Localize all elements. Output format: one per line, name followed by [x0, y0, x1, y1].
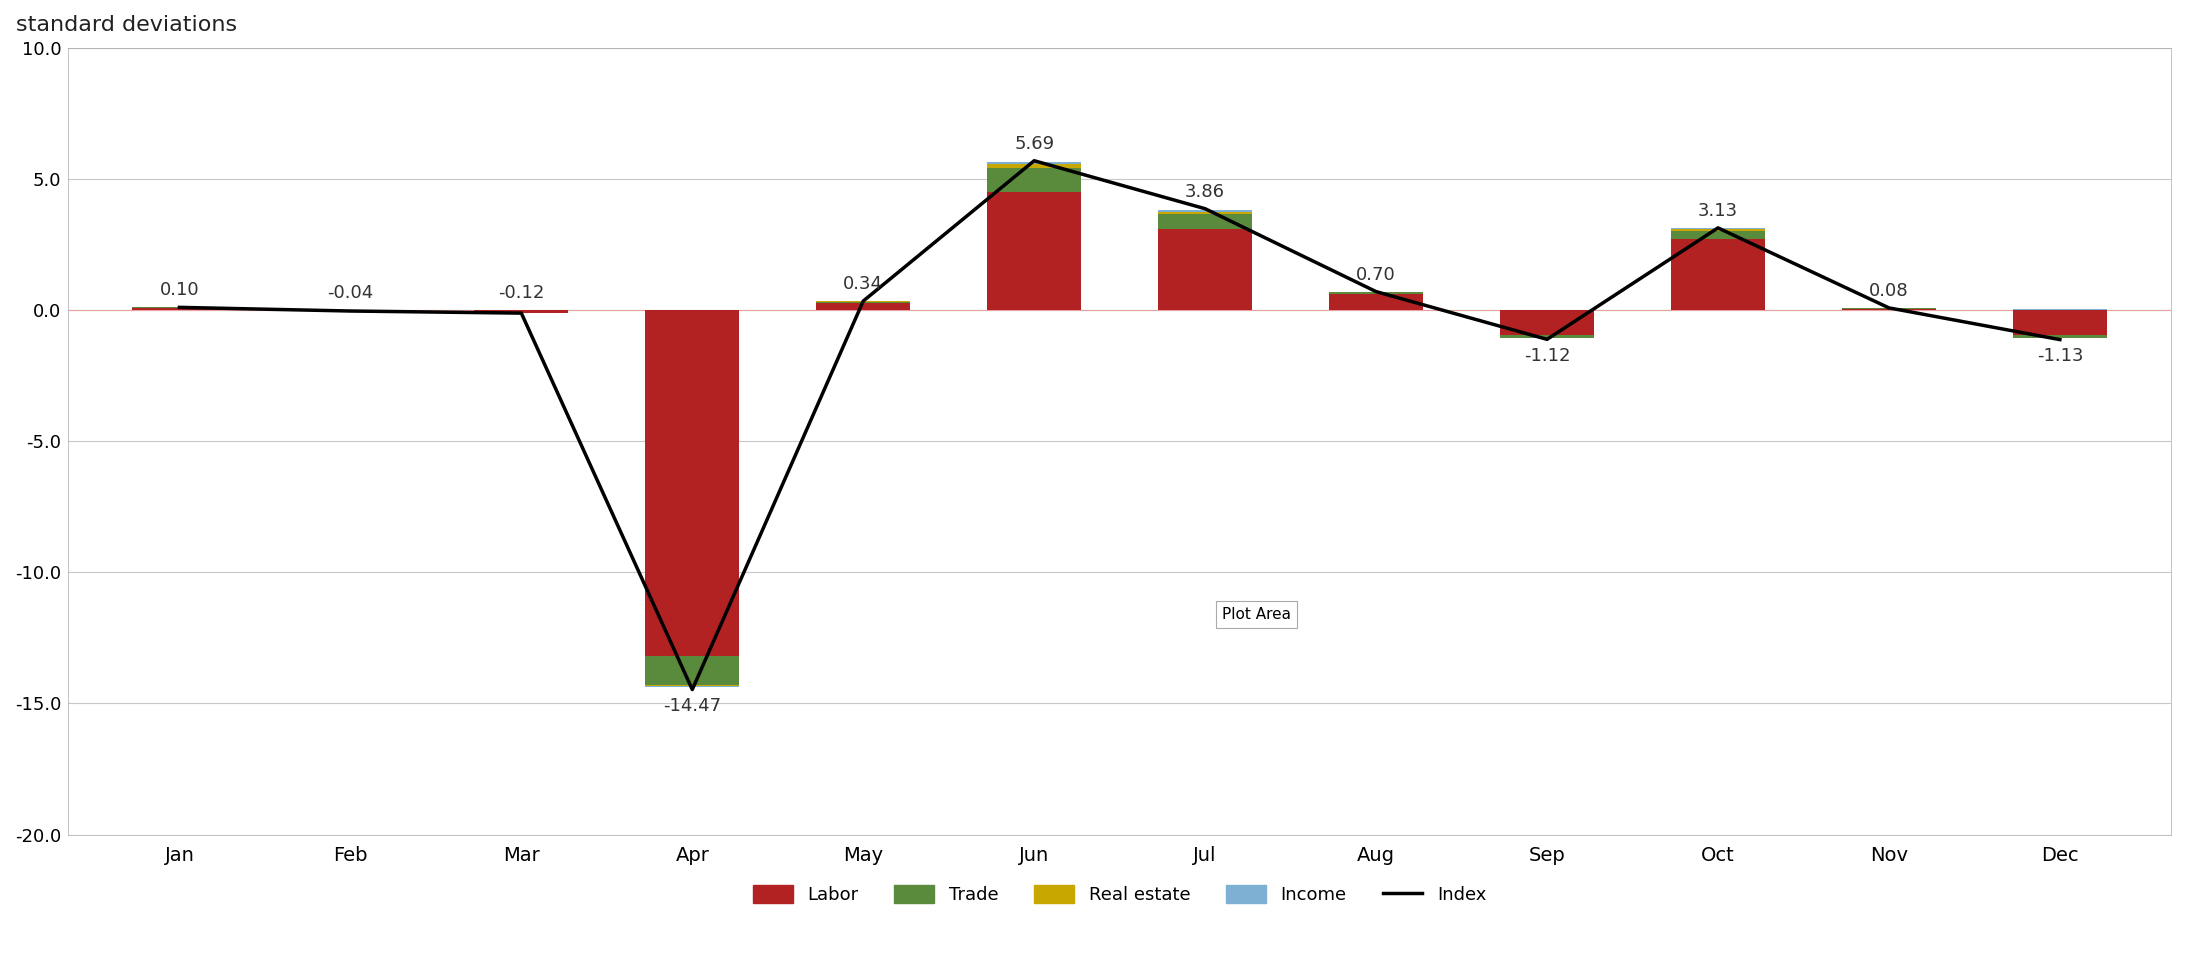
Text: 3.13: 3.13 [1699, 202, 1738, 220]
Text: 0.70: 0.70 [1355, 266, 1397, 283]
Text: -0.04: -0.04 [328, 284, 374, 302]
Bar [645, 656, 739, 685]
Bar [304, 310, 398, 311]
Bar [1670, 229, 1764, 231]
Bar [645, 685, 739, 687]
Bar [988, 162, 1082, 165]
Text: 0.08: 0.08 [1869, 282, 1908, 300]
Bar [1329, 292, 1423, 294]
Text: Plot Area: Plot Area [1222, 607, 1292, 621]
Text: 3.86: 3.86 [1185, 183, 1224, 201]
Text: -14.47: -14.47 [662, 697, 721, 715]
Text: -1.12: -1.12 [1524, 347, 1570, 365]
Bar [1159, 211, 1253, 214]
Legend: Labor, Trade, Real estate, Income, Index: Labor, Trade, Real estate, Income, Index [754, 885, 1486, 904]
Bar [2013, 335, 2107, 338]
Bar [2013, 310, 2107, 335]
Text: 0.34: 0.34 [844, 276, 883, 293]
Bar [1670, 240, 1764, 310]
Bar [1670, 231, 1764, 240]
Text: 0.10: 0.10 [160, 281, 199, 299]
Text: -0.12: -0.12 [498, 284, 544, 302]
Bar [1159, 229, 1253, 310]
Text: standard deviations: standard deviations [15, 15, 236, 35]
Bar [1670, 228, 1764, 229]
Bar [988, 192, 1082, 310]
Bar [988, 165, 1082, 169]
Text: -1.13: -1.13 [2037, 348, 2083, 365]
Bar [1159, 209, 1253, 211]
Bar [988, 169, 1082, 192]
Bar [1159, 214, 1253, 229]
Bar [645, 310, 739, 656]
Bar [474, 310, 568, 313]
Bar [815, 303, 909, 310]
Bar [1843, 309, 1937, 310]
Bar [1329, 294, 1423, 310]
Bar [133, 308, 227, 310]
Bar [815, 302, 909, 303]
Bar [1500, 335, 1594, 338]
Bar [1500, 310, 1594, 335]
Text: 5.69: 5.69 [1014, 134, 1054, 153]
